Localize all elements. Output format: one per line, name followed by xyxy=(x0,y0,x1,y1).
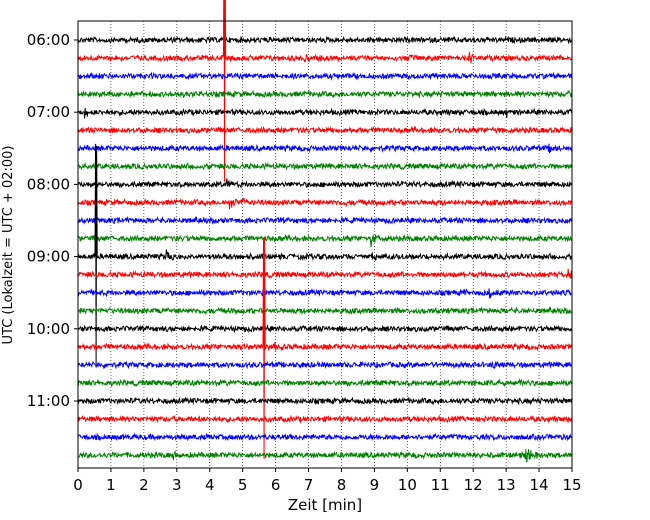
x-tick-label: 6 xyxy=(271,476,281,494)
x-tick-label: 15 xyxy=(562,476,581,494)
seismic-trace xyxy=(77,89,573,99)
grid-layer xyxy=(110,21,540,468)
y-tick-label: 07:00 xyxy=(27,103,70,121)
x-tick-label: 11 xyxy=(431,476,450,494)
x-tick-label: 4 xyxy=(205,476,215,494)
seismic-trace xyxy=(77,197,573,210)
seismic-trace xyxy=(77,268,573,280)
seismic-trace xyxy=(77,143,573,366)
y-tick-label: 08:00 xyxy=(27,175,70,193)
x-tick-label: 3 xyxy=(172,476,182,494)
trace-layer xyxy=(77,0,573,463)
plot-frame xyxy=(77,20,573,469)
seismic-trace xyxy=(77,0,573,182)
seismic-trace xyxy=(77,324,573,334)
x-tick-label: 14 xyxy=(530,476,549,494)
seismic-trace xyxy=(77,396,573,406)
x-axis-label: Zeit [min] xyxy=(288,496,362,514)
x-tick-label: 9 xyxy=(370,476,380,494)
y-tick-label: 06:00 xyxy=(27,31,70,49)
seismic-trace xyxy=(77,233,573,247)
seismic-trace xyxy=(77,449,573,463)
x-tick-label: 8 xyxy=(337,476,347,494)
x-tick-label: 2 xyxy=(139,476,149,494)
x-tick-label: 13 xyxy=(497,476,516,494)
seismic-trace xyxy=(77,288,573,299)
seismic-trace xyxy=(77,360,573,370)
y-axis-label: UTC (Lokalzeit = UTC + 02:00) xyxy=(1,146,16,345)
seismic-trace xyxy=(77,414,573,424)
x-tick-label: 12 xyxy=(464,476,483,494)
seismic-trace xyxy=(77,432,573,442)
seismic-trace xyxy=(77,71,573,81)
x-tick-label: 10 xyxy=(398,476,417,494)
seismic-trace xyxy=(77,306,573,316)
y-axis: 06:00 07:00 08:00 09:00 10:00 11:00 xyxy=(27,31,78,410)
y-tick-label: 11:00 xyxy=(27,392,70,410)
y-tick-label: 09:00 xyxy=(27,248,70,266)
x-tick-label: 5 xyxy=(238,476,248,494)
seismic-trace xyxy=(77,178,573,190)
x-axis: 0 1 2 3 4 5 6 7 8 9 10 11 12 13 14 15 xyxy=(73,468,582,494)
seismic-trace xyxy=(77,125,573,135)
seismic-trace xyxy=(77,161,573,171)
seismic-trace xyxy=(77,143,573,154)
seismic-trace xyxy=(77,215,573,226)
x-tick-label: 1 xyxy=(106,476,116,494)
x-tick-label: 0 xyxy=(73,476,83,494)
y-tick-label: 10:00 xyxy=(27,320,70,338)
x-tick-label: 7 xyxy=(304,476,314,494)
seismic-trace xyxy=(77,237,573,459)
seismic-trace xyxy=(77,107,573,119)
seismic-trace xyxy=(77,35,573,45)
seismic-trace xyxy=(77,378,573,388)
